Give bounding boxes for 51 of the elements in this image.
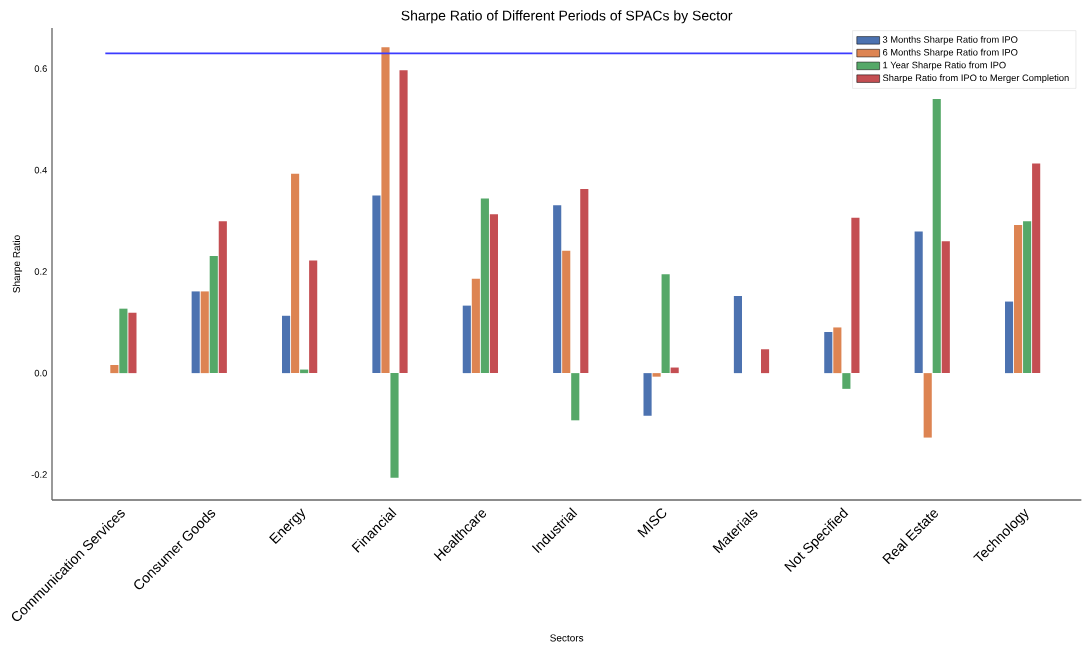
bar	[128, 312, 137, 374]
bar	[643, 373, 652, 416]
bar	[480, 198, 489, 374]
y-tick-label: 0.0	[34, 369, 47, 377]
bar	[471, 278, 480, 374]
bar	[1032, 163, 1041, 374]
bar	[218, 221, 227, 374]
bar	[932, 99, 941, 374]
bar	[309, 260, 318, 374]
bar	[661, 274, 670, 374]
bar	[760, 349, 770, 374]
bar	[580, 188, 589, 374]
bar	[119, 308, 128, 374]
y-tick-label: -0.2	[31, 471, 47, 478]
y-tick-label: 0.4	[34, 166, 48, 174]
bar	[191, 291, 200, 374]
bar	[209, 255, 218, 374]
y-axis-title: Sharpe Ratio	[12, 235, 23, 293]
legend-label: 1 Year Sharpe Ratio from IPO	[883, 61, 1006, 71]
y-tick-label: 0.2	[34, 268, 47, 275]
bar	[200, 291, 209, 374]
bar	[652, 373, 661, 377]
bar	[1014, 224, 1023, 374]
legend-label: Sharpe Ratio from IPO to Merger Completion	[882, 74, 1069, 83]
bar	[372, 195, 381, 374]
bar	[923, 373, 932, 438]
bar	[291, 173, 300, 374]
bar	[553, 205, 562, 374]
bar	[733, 295, 742, 374]
chart-title: Sharpe Ratio of Different Periods of SPACs by Sector	[401, 10, 733, 24]
bar	[390, 373, 399, 478]
bar	[562, 250, 571, 374]
bar	[110, 365, 119, 374]
bar	[399, 70, 408, 374]
bar	[282, 315, 291, 374]
bar	[1004, 301, 1014, 374]
bar	[842, 373, 851, 389]
bar	[571, 373, 580, 421]
y-tick-label: 0.6	[34, 65, 47, 72]
bar	[462, 305, 471, 374]
bar	[381, 47, 390, 374]
bar	[824, 332, 833, 374]
bar	[1023, 221, 1032, 374]
legend-label: 3 Months Sharpe Ratio from IPO	[882, 35, 1018, 45]
x-axis-title: Sectors	[550, 634, 584, 642]
bar	[941, 241, 950, 374]
legend-label: 6 Months Sharpe Ratio from IPO	[882, 48, 1018, 58]
bar	[833, 327, 842, 374]
bar	[851, 217, 860, 374]
bar	[914, 231, 923, 374]
bar	[489, 214, 498, 374]
